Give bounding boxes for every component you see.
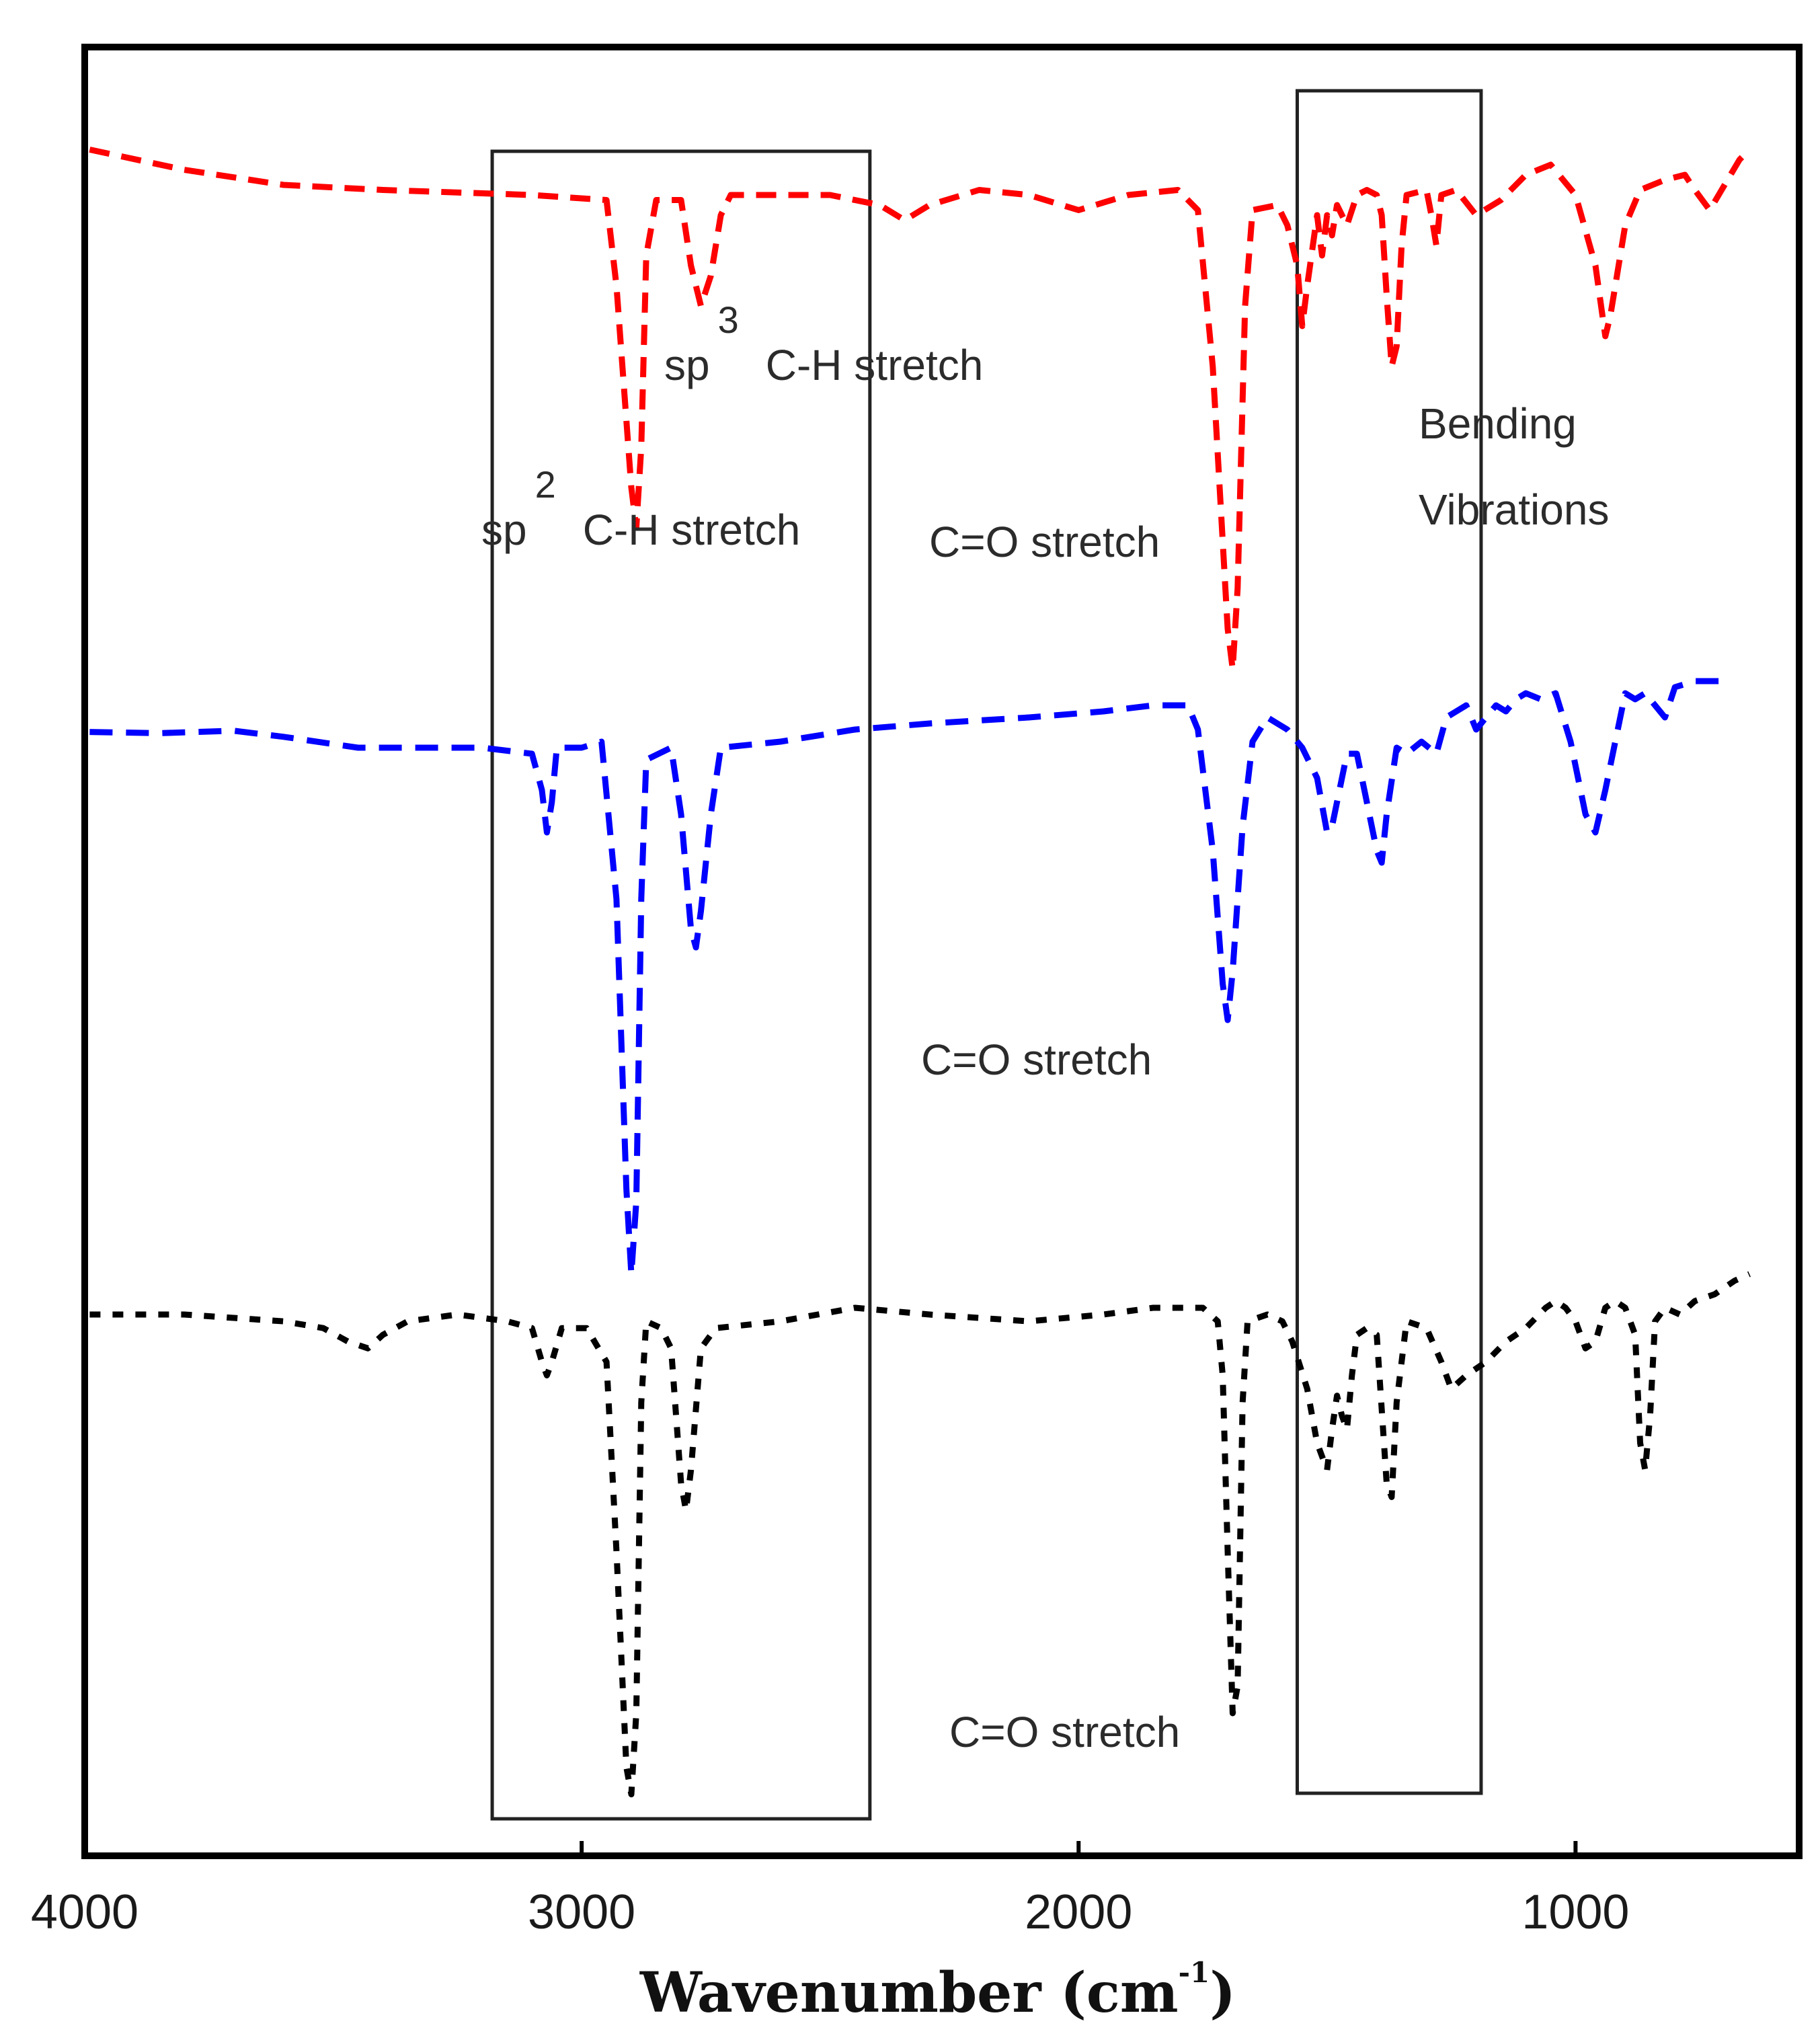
series-line-1 xyxy=(89,147,1752,672)
annotation-co-red: C=O stretch xyxy=(929,518,1160,566)
highlight-box-2 xyxy=(1295,89,1483,1795)
annotation-bending: Bending xyxy=(1419,399,1577,448)
annotation-co-blue: C=O stretch xyxy=(921,1035,1152,1084)
x-tick-label-4000: 4000 xyxy=(31,1885,139,1939)
x-axis-title: Wavenumber (cm-1) xyxy=(639,1956,1236,2025)
plot-frame xyxy=(81,44,1803,1859)
annotation-sp2: sp2C-H stretch xyxy=(481,463,800,554)
annotation-vibrations: Vibrations xyxy=(1419,485,1609,534)
highlight-box-1 xyxy=(490,149,872,1821)
spectra xyxy=(89,147,1752,1798)
annotation-sp3: sp3C-H stretch xyxy=(664,299,983,389)
series-line-3 xyxy=(89,1271,1751,1798)
series-line-2 xyxy=(89,678,1725,1278)
x-tick-label-2000: 2000 xyxy=(1025,1885,1132,1939)
annotation-co-black: C=O stretch xyxy=(949,1708,1180,1756)
x-tick-label-1000: 1000 xyxy=(1521,1885,1629,1939)
x-tick-label-3000: 3000 xyxy=(528,1885,635,1939)
highlight-boxes xyxy=(490,89,1483,1821)
x-axis-ticks: 4000 3000 2000 1000 xyxy=(31,1841,1629,1939)
